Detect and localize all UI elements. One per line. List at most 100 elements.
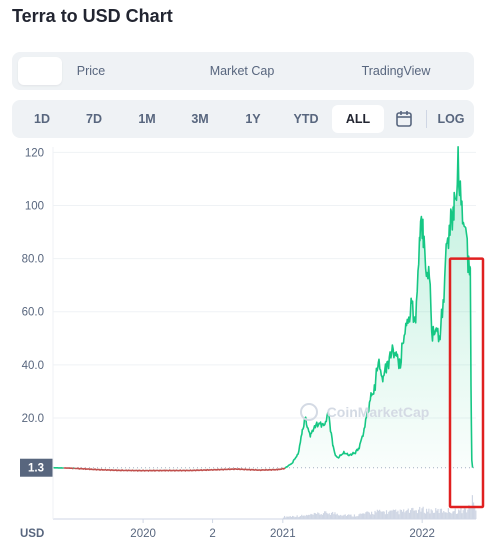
log-scale-toggle[interactable]: LOG	[437, 112, 465, 126]
volume-bar	[445, 512, 447, 519]
volume-bar	[287, 516, 289, 519]
price-line-down[interactable]	[73, 467, 286, 472]
volume-bar	[338, 515, 341, 519]
volume-bar	[352, 516, 354, 519]
range-all[interactable]: ALL	[332, 105, 384, 133]
volume-bar	[424, 513, 427, 519]
volume-bar	[383, 511, 385, 519]
volume-bar	[431, 510, 433, 519]
volume-bar	[423, 512, 425, 519]
volume-bar	[364, 513, 366, 519]
volume-bar	[332, 511, 334, 519]
tab-price[interactable]: Price	[76, 64, 106, 78]
volume-bar	[372, 514, 374, 519]
volume-bar	[302, 515, 304, 519]
volume-bar	[442, 512, 444, 519]
volume-bar	[320, 514, 322, 519]
volume-bar	[296, 515, 298, 519]
tab-market-cap[interactable]: Market Cap	[209, 64, 275, 78]
calendar-icon[interactable]	[394, 109, 414, 129]
volume-bar	[297, 517, 299, 519]
volume-bar	[432, 512, 435, 519]
volume-bar	[305, 514, 307, 519]
volume-bar	[356, 516, 358, 519]
volume-bar	[448, 512, 451, 519]
volume-bar	[395, 509, 397, 519]
tab-tradingview[interactable]: TradingView	[361, 64, 431, 78]
volume-bar	[291, 515, 294, 519]
volume-bar	[377, 510, 380, 519]
volume-bar	[311, 514, 313, 519]
volume-bar	[458, 509, 460, 519]
volume-bar	[409, 510, 412, 519]
volume-bar	[371, 511, 373, 519]
volume-bar	[393, 510, 396, 519]
volume-bar	[322, 513, 325, 519]
volume-bar	[326, 512, 328, 519]
volume-bar	[366, 511, 368, 519]
volume-bar	[316, 514, 318, 519]
range-ytd[interactable]: YTD	[293, 112, 319, 126]
volume-bar	[391, 510, 393, 519]
range-1d[interactable]: 1D	[34, 112, 50, 126]
volume-bar	[436, 510, 438, 519]
volume-bar	[475, 510, 477, 519]
y-axis-unit-label: USD	[20, 528, 44, 540]
volume-bar	[422, 506, 424, 519]
volume-bar	[381, 511, 383, 519]
volume-bar	[429, 513, 431, 519]
volume-bar	[416, 513, 419, 519]
volume-bar	[308, 514, 310, 519]
volume-bar	[340, 514, 342, 519]
watermark-logo	[300, 403, 318, 421]
volume-bar	[303, 515, 305, 519]
volume-bar	[335, 514, 337, 519]
volume-bar	[437, 508, 439, 519]
volume-bar	[440, 508, 443, 519]
y-tick-label: 100	[25, 200, 44, 212]
price-chart[interactable]: 20.0 40.0 60.0 80.0 100 120 CoinMarketCap 1.3 20…	[0, 140, 490, 543]
volume-bar	[337, 515, 339, 519]
y-tick-label: 80.0	[22, 254, 44, 266]
volume-bar	[430, 509, 432, 519]
range-1y[interactable]: 1Y	[245, 112, 261, 126]
volume-bar	[300, 516, 302, 519]
volume-bar	[397, 510, 399, 519]
volume-bar	[421, 508, 423, 519]
volume-bar	[343, 514, 345, 519]
time-range-tabs: 1D 7D 1M 3M 1Y YTD ALL LOG	[12, 100, 474, 138]
volume-bar	[344, 514, 346, 519]
volume-bar	[346, 514, 349, 519]
volume-bar	[389, 510, 391, 519]
volume-bar	[453, 511, 455, 519]
range-7d[interactable]: 7D	[86, 112, 102, 126]
volume-bar	[360, 513, 362, 519]
tab-blank[interactable]	[18, 57, 62, 85]
volume-bar	[358, 514, 360, 519]
volume-bar	[351, 516, 353, 519]
volume-bar	[417, 509, 420, 519]
volume-bar	[350, 514, 352, 519]
volume-bar	[469, 506, 471, 519]
volume-bar	[414, 510, 416, 519]
price-line-up[interactable]	[284, 146, 474, 469]
range-3m[interactable]: 3M	[191, 112, 209, 126]
volume-bar	[306, 515, 309, 519]
price-line-down[interactable]	[63, 467, 74, 470]
volume-bar	[286, 516, 288, 519]
range-1m[interactable]: 1M	[138, 112, 156, 126]
volume-bar	[407, 508, 409, 519]
volume-bar	[447, 508, 449, 519]
volume-bar	[463, 508, 465, 519]
volume-bar	[408, 512, 411, 519]
volume-bar	[443, 510, 445, 519]
volume-bar	[345, 516, 348, 519]
volume-bar	[474, 505, 476, 519]
current-price-badge	[20, 458, 53, 477]
volume-bar	[321, 514, 323, 519]
chart-view-tabs: Price Market Cap TradingView	[12, 52, 474, 90]
volume-bar	[362, 513, 365, 519]
volume-bar	[374, 510, 376, 519]
volume-bar	[413, 510, 415, 519]
x-tick-label: 2021	[270, 528, 296, 540]
